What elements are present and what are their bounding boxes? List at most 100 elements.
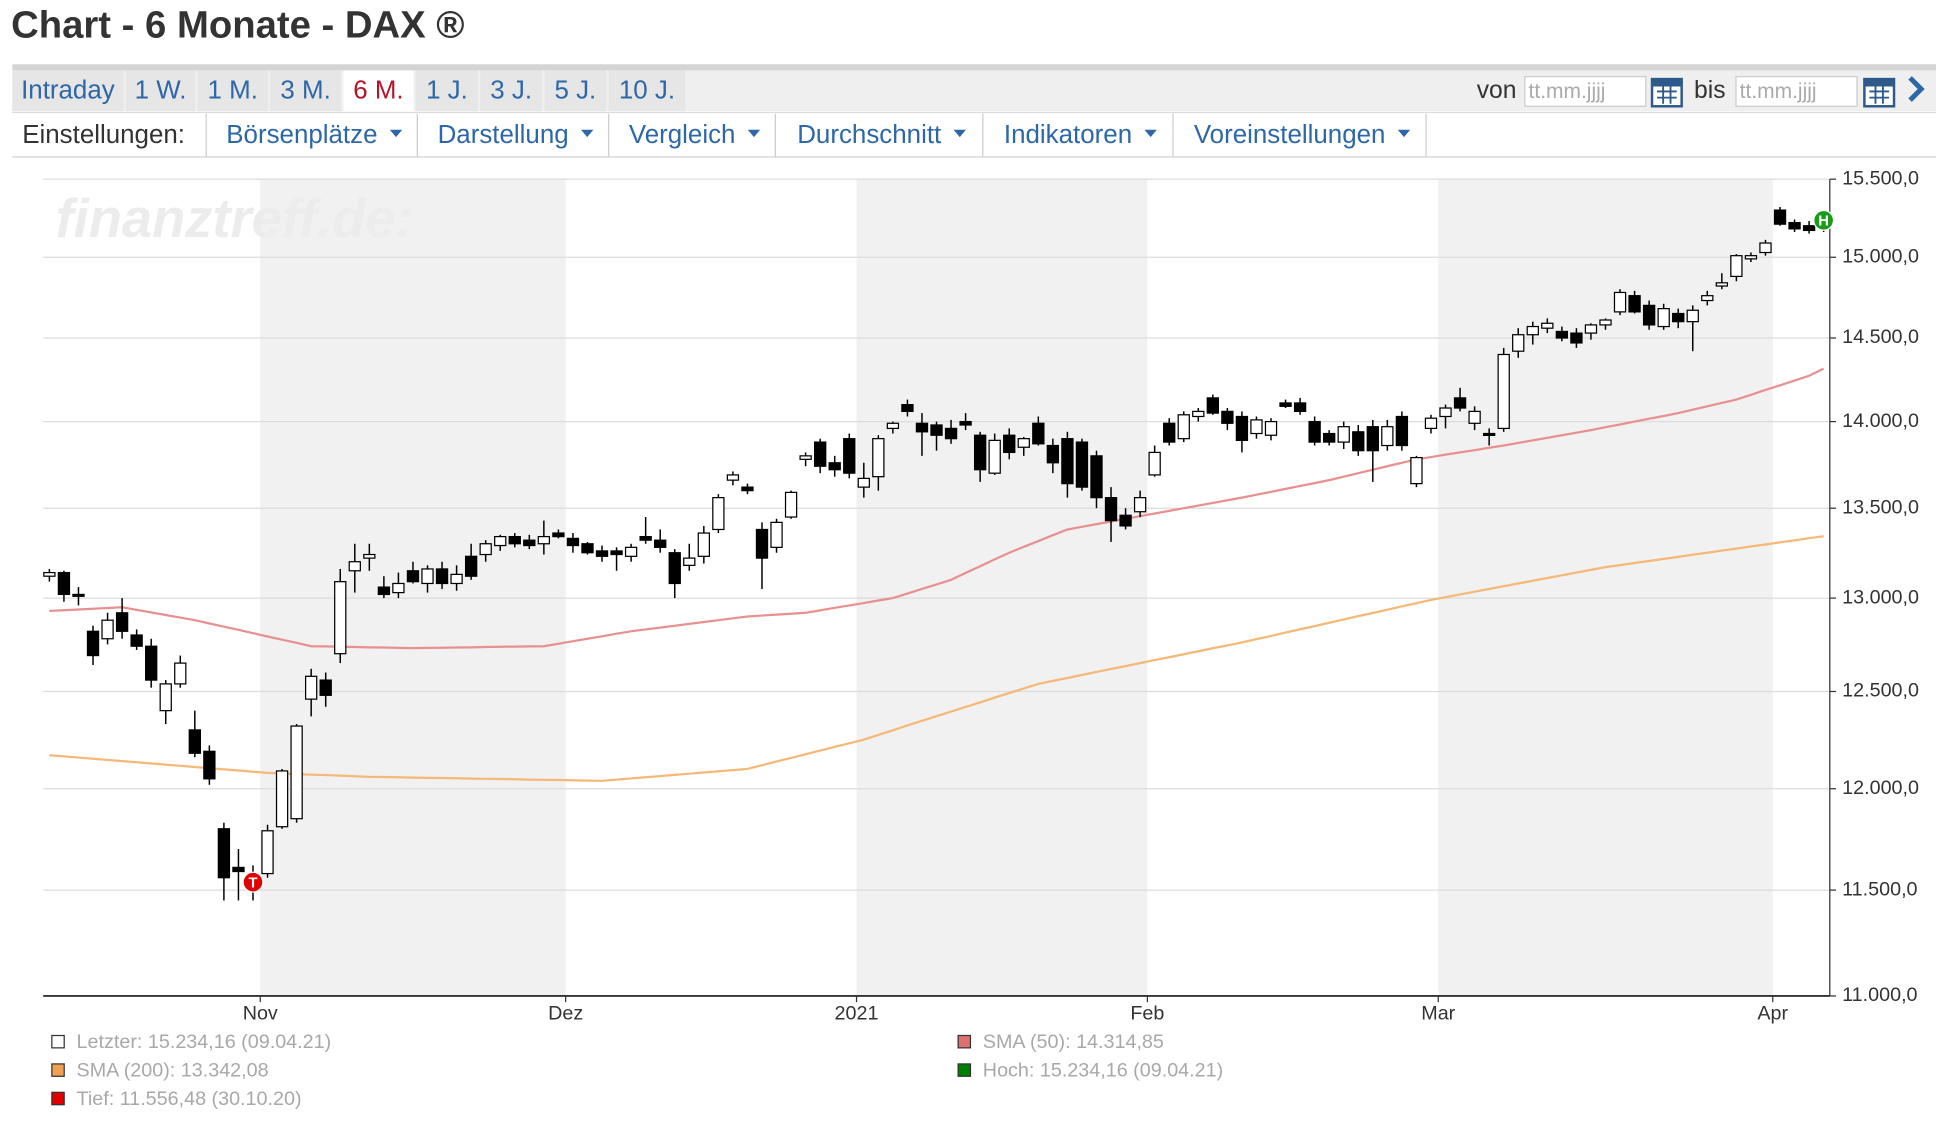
settings-label: Einstellungen: bbox=[22, 121, 185, 149]
candle-body bbox=[319, 679, 332, 696]
candle-body bbox=[1788, 221, 1801, 230]
candle-body bbox=[435, 568, 449, 585]
tab-label[interactable]: 1 J. bbox=[426, 76, 468, 104]
tab[interactable] bbox=[480, 70, 543, 112]
legend-swatch bbox=[51, 1034, 65, 1049]
candle-body bbox=[1482, 432, 1496, 436]
candle-body bbox=[697, 532, 710, 557]
candle-body bbox=[1381, 426, 1394, 447]
candle-body bbox=[726, 474, 740, 481]
from-placeholder: tt.mm.jjjj bbox=[1529, 80, 1606, 103]
tab[interactable] bbox=[544, 70, 607, 112]
candle-body bbox=[72, 593, 85, 597]
moving-average-line bbox=[49, 535, 1824, 782]
tab-label[interactable]: 3 J. bbox=[490, 76, 532, 104]
legend-swatch bbox=[51, 1063, 65, 1077]
candle-body bbox=[363, 553, 376, 559]
candle-body bbox=[668, 552, 681, 585]
tab-label[interactable]: Intraday bbox=[21, 76, 115, 104]
candle-body bbox=[130, 634, 143, 647]
month-band bbox=[856, 179, 1148, 996]
candle-body bbox=[537, 535, 551, 545]
candle-body bbox=[523, 539, 536, 547]
page-title: Chart - 6 Monate - DAX ® bbox=[11, 3, 464, 46]
calendar-icon[interactable] bbox=[1650, 77, 1683, 108]
candle-body bbox=[872, 438, 885, 478]
menu-button[interactable]: Indikatoren bbox=[1004, 121, 1132, 149]
menu-button[interactable]: Durchschnitt bbox=[797, 121, 942, 149]
candle-body bbox=[886, 422, 900, 430]
tab-label[interactable]: 3 M. bbox=[280, 76, 330, 104]
candle-body bbox=[1046, 444, 1060, 464]
dropdown-arrow bbox=[747, 129, 761, 138]
candle-body bbox=[741, 486, 754, 492]
candle-body bbox=[1308, 420, 1321, 443]
candle-body bbox=[959, 420, 972, 426]
tab-label[interactable]: 5 J. bbox=[554, 76, 596, 104]
candle-body bbox=[1119, 514, 1132, 527]
y-tick-label: 14.000,0 bbox=[1842, 410, 1919, 432]
candle-body bbox=[1701, 295, 1714, 302]
submit-arrow[interactable] bbox=[1908, 76, 1925, 102]
tab[interactable] bbox=[416, 70, 478, 112]
dropdown-arrow bbox=[953, 129, 966, 138]
candle-body bbox=[901, 404, 914, 413]
candle-body bbox=[784, 491, 798, 518]
menu-button[interactable]: Vergleich bbox=[629, 121, 736, 149]
candle-body bbox=[1032, 422, 1045, 445]
menu-button[interactable]: Börsenplätze bbox=[226, 121, 377, 149]
candle-body bbox=[1250, 419, 1263, 435]
candle-body bbox=[1264, 420, 1278, 436]
candle-body bbox=[1003, 434, 1016, 454]
x-tick-label: Apr bbox=[1757, 1003, 1788, 1025]
candle-body bbox=[1672, 312, 1685, 323]
menu-button[interactable]: Voreinstellungen bbox=[1194, 121, 1386, 149]
candle-body bbox=[1279, 402, 1292, 407]
x-tick-label: Mar bbox=[1421, 1003, 1455, 1025]
candle-body bbox=[1439, 407, 1452, 418]
calendar-icon[interactable] bbox=[1863, 77, 1896, 108]
candle-body bbox=[188, 729, 201, 754]
candle-body bbox=[1090, 455, 1103, 499]
from-input[interactable] bbox=[1524, 75, 1647, 107]
candle-body bbox=[1163, 422, 1176, 443]
tab-label[interactable]: 1 M. bbox=[208, 76, 258, 104]
candle-body bbox=[1453, 397, 1467, 409]
low-marker bbox=[242, 871, 264, 893]
candle-body bbox=[654, 539, 667, 548]
candle-body bbox=[261, 830, 274, 875]
candle-body bbox=[1686, 309, 1699, 323]
candle-body bbox=[450, 573, 463, 585]
candle-body bbox=[1744, 255, 1758, 260]
candle-body bbox=[1468, 410, 1481, 424]
tab-label[interactable]: 1 W. bbox=[135, 76, 187, 104]
candle-body bbox=[479, 543, 492, 556]
low-marker-label: T bbox=[248, 875, 257, 891]
tab-label[interactable]: 10 J. bbox=[619, 76, 675, 104]
tab[interactable] bbox=[343, 70, 414, 112]
candle-body bbox=[1206, 397, 1220, 414]
candle-body bbox=[930, 424, 943, 436]
tab[interactable] bbox=[608, 70, 686, 112]
candle-body bbox=[1584, 324, 1598, 334]
candle-body bbox=[145, 645, 158, 681]
candle-body bbox=[1657, 308, 1670, 328]
tab-label[interactable]: 6 M. bbox=[353, 76, 403, 104]
candle-body bbox=[392, 582, 405, 594]
tab[interactable] bbox=[270, 70, 341, 112]
tab[interactable] bbox=[197, 70, 268, 112]
candle-body bbox=[1773, 209, 1787, 225]
to-label: bis bbox=[1694, 77, 1726, 104]
to-placeholder: tt.mm.jjjj bbox=[1740, 80, 1817, 103]
candle-body bbox=[43, 571, 56, 577]
candle-body bbox=[624, 546, 638, 557]
y-tick-label: 11.500,0 bbox=[1842, 878, 1917, 900]
to-input[interactable] bbox=[1735, 75, 1858, 107]
tab[interactable] bbox=[12, 70, 124, 112]
candle-body bbox=[683, 557, 696, 566]
menu-button[interactable]: Darstellung bbox=[438, 121, 569, 149]
candle-body bbox=[464, 555, 478, 577]
dropdown-arrow bbox=[581, 129, 594, 138]
candle-body bbox=[857, 477, 870, 488]
tab[interactable] bbox=[125, 70, 196, 112]
